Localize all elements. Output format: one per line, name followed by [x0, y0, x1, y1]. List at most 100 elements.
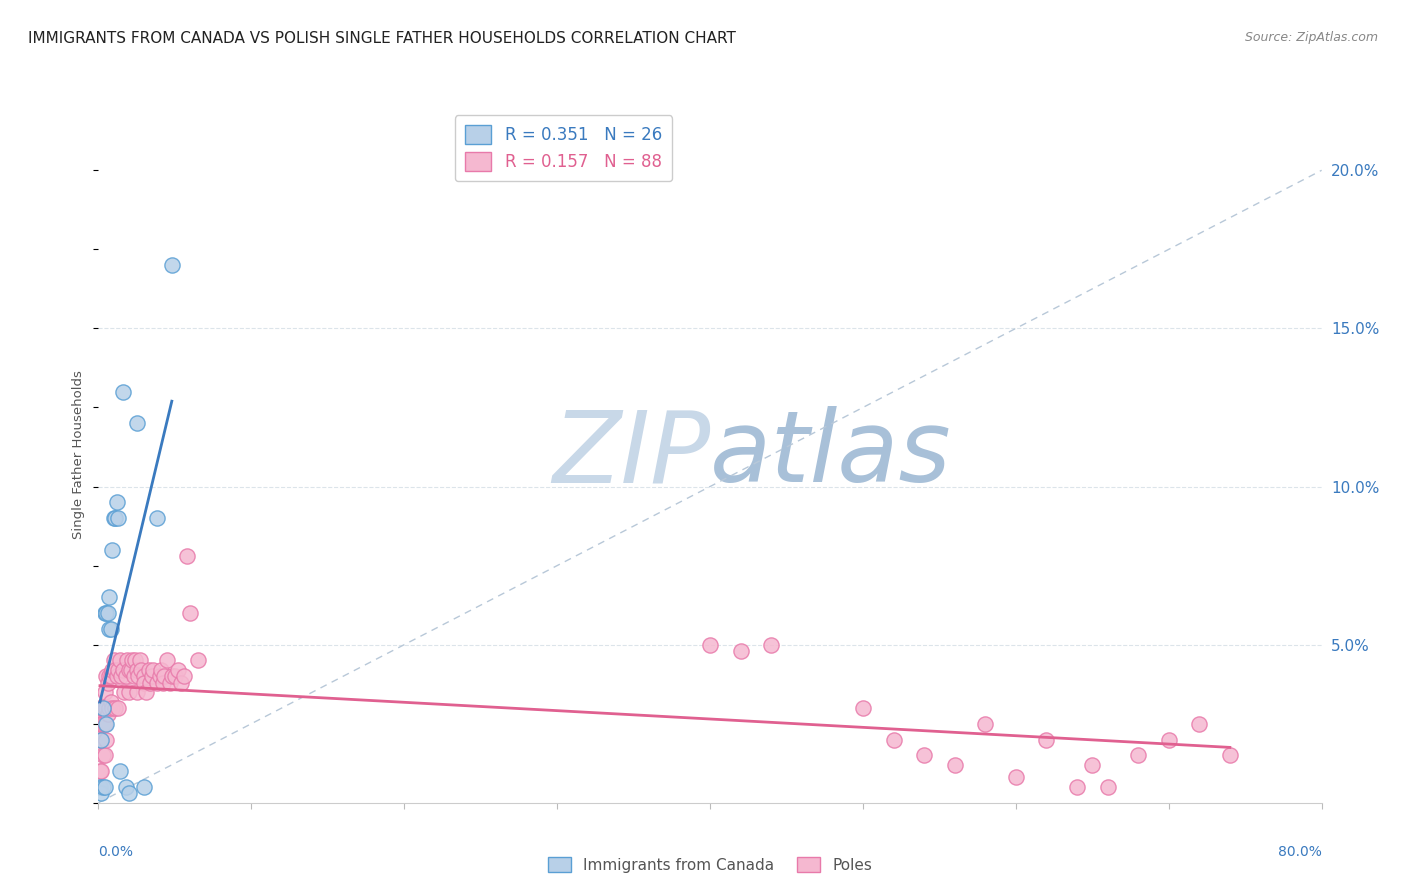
Point: [135, 685, 157, 699]
Point: [160, 258, 183, 272]
Point: [152, 675, 174, 690]
Point: [105, 669, 128, 683]
Point: [108, 653, 131, 667]
Point: [98, 669, 121, 683]
Point: [149, 669, 172, 683]
Point: [90, 732, 112, 747]
Point: [91, 701, 114, 715]
Point: [89, 716, 111, 731]
Point: [163, 669, 186, 683]
Point: [104, 511, 127, 525]
Point: [101, 701, 124, 715]
Text: ZIP: ZIP: [551, 407, 710, 503]
Point: [1097, 780, 1119, 794]
Point: [103, 511, 125, 525]
Point: [97, 606, 120, 620]
Point: [173, 669, 195, 683]
Text: 0.0%: 0.0%: [98, 845, 134, 858]
Point: [94, 701, 117, 715]
Point: [90, 701, 112, 715]
Point: [1219, 748, 1241, 763]
Point: [97, 707, 120, 722]
Point: [118, 786, 141, 800]
Point: [759, 638, 782, 652]
Point: [93, 748, 115, 763]
Point: [93, 685, 115, 699]
Point: [145, 675, 167, 690]
Point: [187, 653, 209, 667]
Point: [89, 701, 111, 715]
Point: [89, 764, 111, 779]
Point: [97, 675, 120, 690]
Point: [912, 748, 935, 763]
Point: [94, 716, 117, 731]
Point: [1157, 732, 1180, 747]
Point: [141, 669, 163, 683]
Point: [134, 780, 156, 794]
Point: [108, 764, 131, 779]
Point: [142, 663, 165, 677]
Y-axis label: Single Father Households: Single Father Households: [72, 370, 86, 540]
Point: [91, 748, 114, 763]
Point: [150, 663, 173, 677]
Point: [1035, 732, 1057, 747]
Point: [176, 549, 198, 563]
Point: [94, 732, 117, 747]
Point: [1128, 748, 1150, 763]
Point: [145, 511, 167, 525]
Point: [129, 663, 152, 677]
Legend: Immigrants from Canada, Poles: Immigrants from Canada, Poles: [541, 850, 879, 879]
Point: [852, 701, 875, 715]
Point: [90, 732, 112, 747]
Point: [139, 675, 162, 690]
Point: [111, 663, 134, 677]
Point: [124, 653, 146, 667]
Point: [943, 757, 966, 772]
Point: [100, 669, 122, 683]
Point: [107, 511, 129, 525]
Point: [100, 695, 122, 709]
Point: [93, 701, 115, 715]
Point: [127, 669, 149, 683]
Point: [159, 675, 181, 690]
Point: [883, 732, 905, 747]
Point: [120, 663, 142, 677]
Point: [90, 716, 112, 731]
Point: [699, 638, 721, 652]
Point: [115, 669, 138, 683]
Point: [153, 669, 176, 683]
Point: [90, 764, 112, 779]
Point: [1188, 716, 1211, 731]
Point: [98, 622, 121, 636]
Point: [98, 591, 121, 605]
Point: [125, 685, 148, 699]
Point: [101, 663, 124, 677]
Text: atlas: atlas: [710, 407, 952, 503]
Point: [91, 701, 114, 715]
Point: [107, 701, 129, 715]
Point: [104, 663, 127, 677]
Point: [125, 663, 148, 677]
Point: [121, 653, 143, 667]
Point: [128, 653, 150, 667]
Point: [110, 669, 132, 683]
Text: IMMIGRANTS FROM CANADA VS POLISH SINGLE FATHER HOUSEHOLDS CORRELATION CHART: IMMIGRANTS FROM CANADA VS POLISH SINGLE …: [28, 31, 735, 46]
Point: [134, 675, 156, 690]
Point: [1081, 757, 1104, 772]
Point: [100, 622, 122, 636]
Point: [94, 606, 117, 620]
Point: [112, 685, 135, 699]
Point: [93, 606, 115, 620]
Point: [117, 653, 139, 667]
Point: [134, 669, 156, 683]
Point: [974, 716, 997, 731]
Point: [170, 675, 193, 690]
Point: [125, 417, 148, 431]
Point: [160, 669, 183, 683]
Text: Source: ZipAtlas.com: Source: ZipAtlas.com: [1244, 31, 1378, 45]
Point: [179, 606, 201, 620]
Point: [104, 701, 127, 715]
Point: [156, 653, 179, 667]
Point: [115, 780, 138, 794]
Point: [167, 663, 190, 677]
